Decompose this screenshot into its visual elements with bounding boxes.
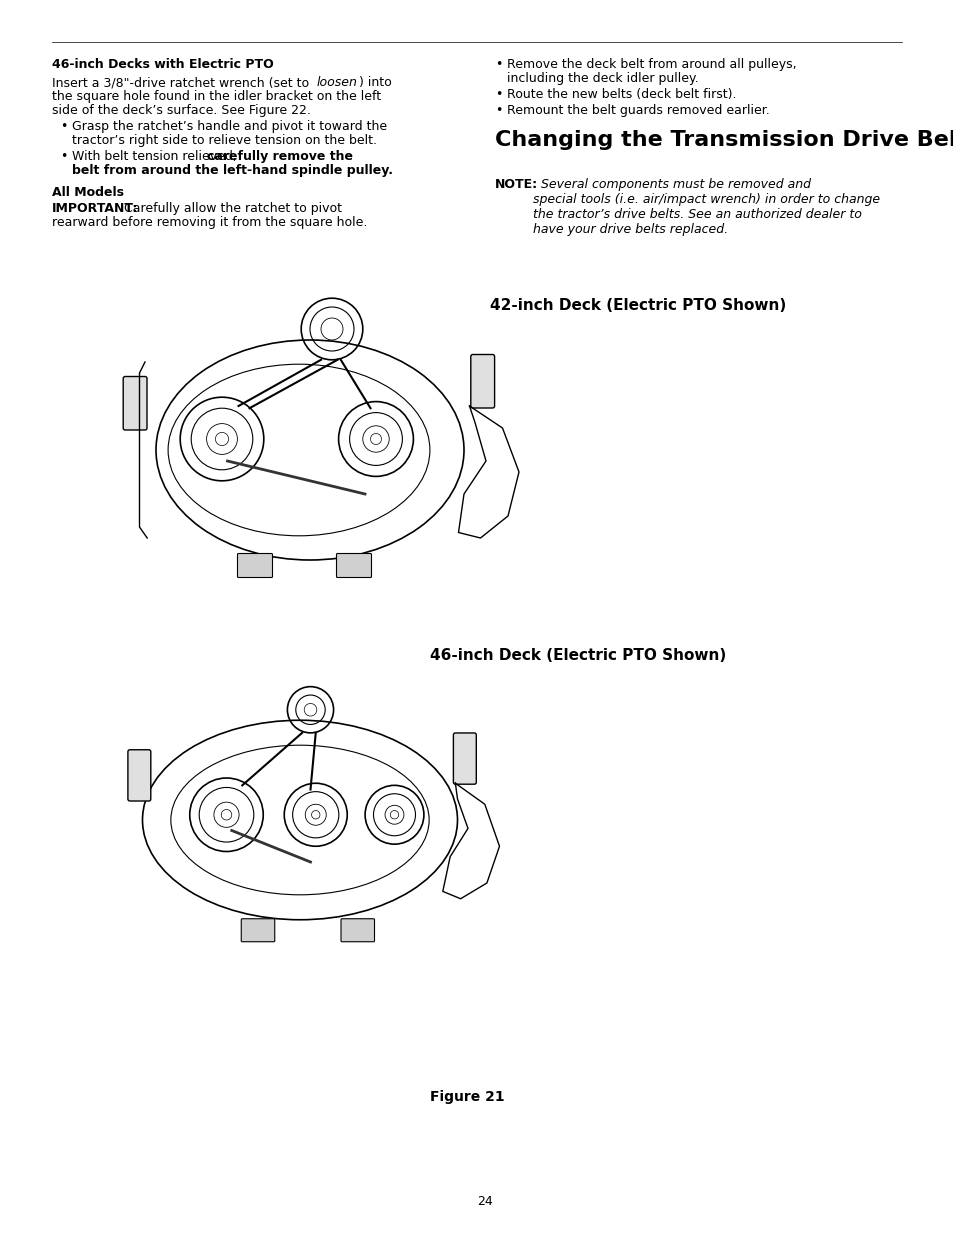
- Text: loosen: loosen: [316, 77, 357, 89]
- FancyBboxPatch shape: [241, 919, 274, 942]
- Text: NOTE:: NOTE:: [495, 178, 537, 191]
- Text: Carefully allow the ratchet to pivot: Carefully allow the ratchet to pivot: [120, 203, 341, 215]
- Text: ) into: ) into: [358, 77, 392, 89]
- Text: tractor’s right side to relieve tension on the belt.: tractor’s right side to relieve tension …: [71, 135, 376, 147]
- Text: Figure 21: Figure 21: [430, 1091, 504, 1104]
- FancyBboxPatch shape: [128, 750, 151, 802]
- Text: including the deck idler pulley.: including the deck idler pulley.: [506, 72, 698, 85]
- FancyBboxPatch shape: [471, 354, 494, 408]
- Text: carefully remove the: carefully remove the: [207, 149, 353, 163]
- FancyBboxPatch shape: [237, 553, 273, 578]
- Text: 46-inch Decks with Electric PTO: 46-inch Decks with Electric PTO: [52, 58, 274, 70]
- Text: •: •: [60, 120, 68, 133]
- FancyBboxPatch shape: [453, 732, 476, 784]
- Text: Changing the Transmission Drive Belts: Changing the Transmission Drive Belts: [495, 130, 953, 149]
- Text: the square hole found in the idler bracket on the left: the square hole found in the idler brack…: [52, 90, 381, 103]
- Text: Insert a 3/8"-drive ratchet wrench (set to: Insert a 3/8"-drive ratchet wrench (set …: [52, 77, 313, 89]
- Text: •: •: [60, 149, 68, 163]
- Text: Remove the deck belt from around all pulleys,: Remove the deck belt from around all pul…: [506, 58, 796, 70]
- Text: •: •: [495, 58, 502, 70]
- Text: belt from around the left-hand spindle pulley.: belt from around the left-hand spindle p…: [71, 164, 393, 177]
- Text: Grasp the ratchet’s handle and pivot it toward the: Grasp the ratchet’s handle and pivot it …: [71, 120, 387, 133]
- Text: 46-inch Deck (Electric PTO Shown): 46-inch Deck (Electric PTO Shown): [430, 648, 725, 663]
- Text: rearward before removing it from the square hole.: rearward before removing it from the squ…: [52, 216, 367, 228]
- FancyBboxPatch shape: [336, 553, 371, 578]
- Text: IMPORTANT:: IMPORTANT:: [52, 203, 138, 215]
- FancyBboxPatch shape: [123, 377, 147, 430]
- Text: With belt tension relieved,: With belt tension relieved,: [71, 149, 240, 163]
- Text: Remount the belt guards removed earlier.: Remount the belt guards removed earlier.: [506, 104, 769, 117]
- Text: All Models: All Models: [52, 186, 124, 199]
- FancyBboxPatch shape: [340, 919, 375, 942]
- Text: •: •: [495, 104, 502, 117]
- Text: •: •: [495, 88, 502, 101]
- Text: Route the new belts (deck belt first).: Route the new belts (deck belt first).: [506, 88, 736, 101]
- Text: side of the deck’s surface. See Figure 22.: side of the deck’s surface. See Figure 2…: [52, 104, 311, 117]
- Text: Several components must be removed and
special tools (i.e. air/impact wrench) in: Several components must be removed and s…: [533, 178, 880, 236]
- Text: 24: 24: [476, 1195, 493, 1208]
- Text: 42-inch Deck (Electric PTO Shown): 42-inch Deck (Electric PTO Shown): [490, 298, 785, 312]
